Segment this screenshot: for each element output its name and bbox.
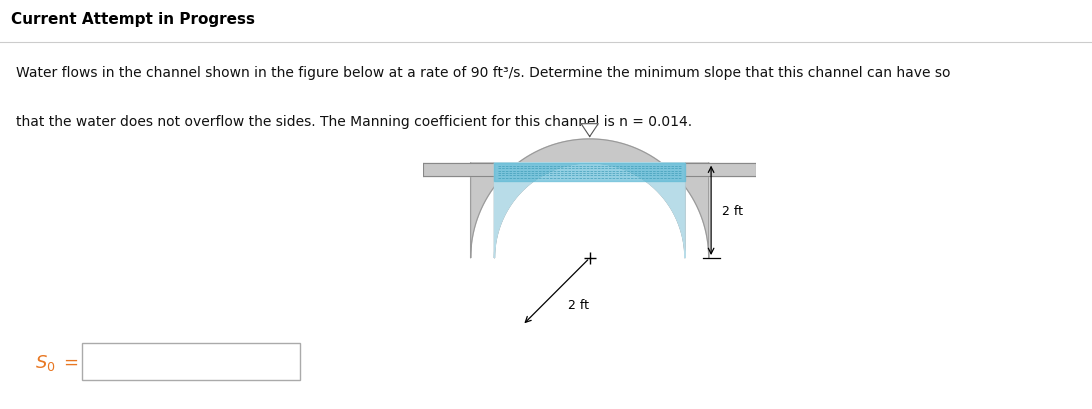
Polygon shape [471, 139, 709, 258]
Text: 2 ft: 2 ft [568, 299, 589, 312]
Polygon shape [495, 163, 685, 258]
Text: =: = [63, 353, 79, 371]
Polygon shape [685, 163, 757, 177]
Text: 2 ft: 2 ft [722, 204, 743, 217]
Text: Water flows in the channel shown in the figure below at a rate of 90 ft³/s. Dete: Water flows in the channel shown in the … [16, 65, 951, 79]
Text: Current Attempt in Progress: Current Attempt in Progress [11, 12, 254, 27]
Polygon shape [423, 163, 495, 177]
FancyBboxPatch shape [82, 344, 300, 380]
Text: $S_0$: $S_0$ [35, 352, 56, 372]
Polygon shape [581, 124, 598, 137]
Text: that the water does not overflow the sides. The Manning coefficient for this cha: that the water does not overflow the sid… [16, 115, 692, 128]
